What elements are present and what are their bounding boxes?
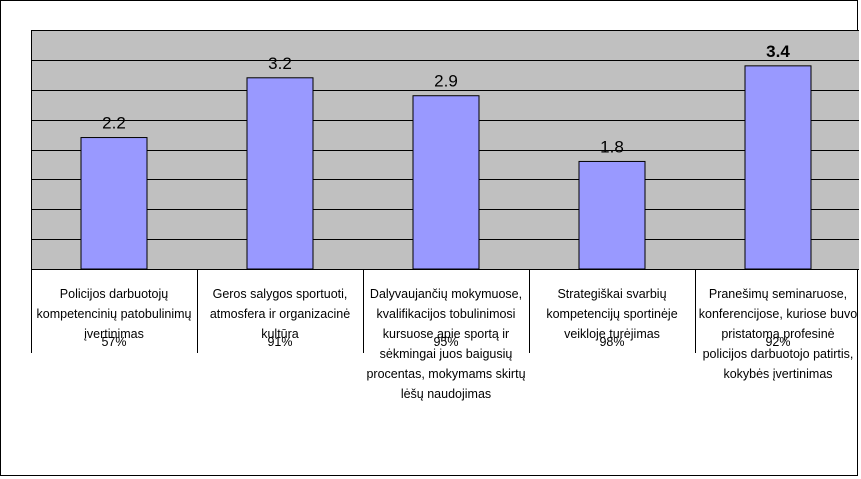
percentage-label: 57%	[101, 335, 127, 349]
data-label: 2.2	[102, 114, 126, 133]
data-label: 1.8	[600, 137, 624, 156]
bar	[578, 160, 646, 270]
percentage-label: 91%	[267, 335, 293, 349]
category-label: Geros salygos sportuoti, atmosfera ir or…	[209, 287, 351, 341]
category-label: Pranešimų seminaruose, konferencijose, k…	[698, 287, 858, 381]
bar	[412, 95, 480, 270]
category-label: Dalyvaujančių mokymuose, kvalifikacijos …	[366, 287, 526, 401]
data-label: 3.4	[766, 42, 790, 61]
data-label: 2.9	[434, 72, 458, 91]
percentage-label: 95%	[433, 335, 459, 349]
category-label: Policijos darbuotojų kompetencinių patob…	[36, 287, 192, 341]
percentage-label: 98%	[599, 335, 625, 349]
category-label: Strategiškai svarbių kompetencijų sporti…	[546, 287, 678, 341]
data-label: 3.2	[268, 54, 292, 73]
bar	[80, 137, 148, 270]
bar	[744, 65, 812, 270]
bar	[246, 77, 314, 270]
percentage-label: 92%	[765, 335, 791, 349]
